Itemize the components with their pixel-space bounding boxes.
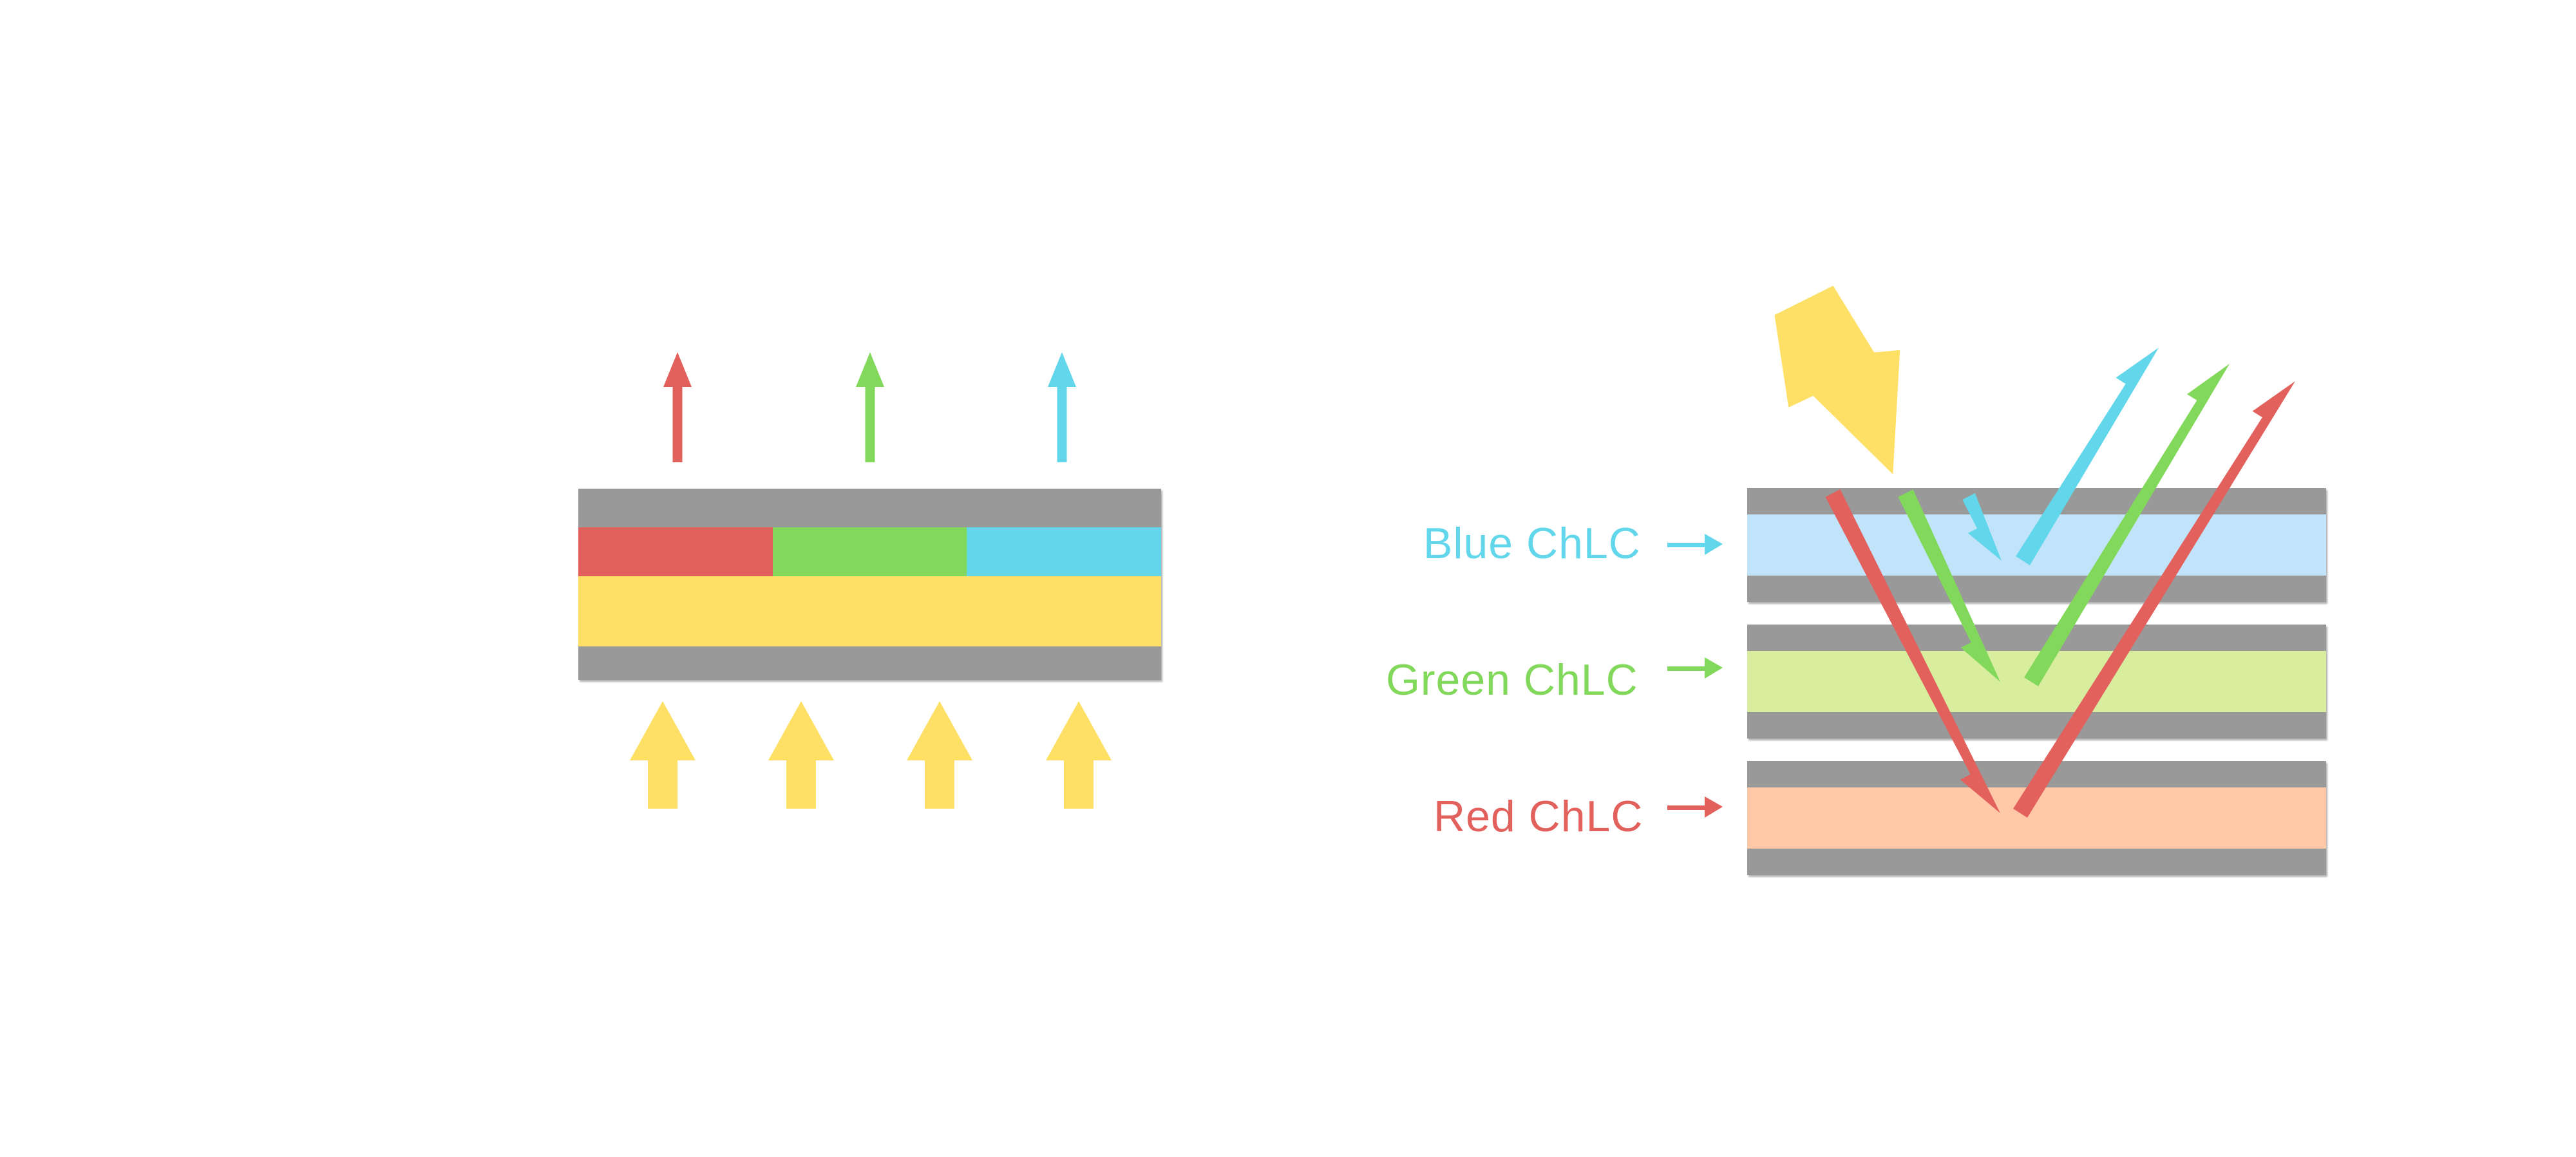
svg-text:Green ChLC: Green ChLC	[1386, 655, 1638, 704]
svg-text:Blue ChLC: Blue ChLC	[1423, 519, 1641, 568]
svg-text:Red ChLC: Red ChLC	[1434, 792, 1643, 841]
